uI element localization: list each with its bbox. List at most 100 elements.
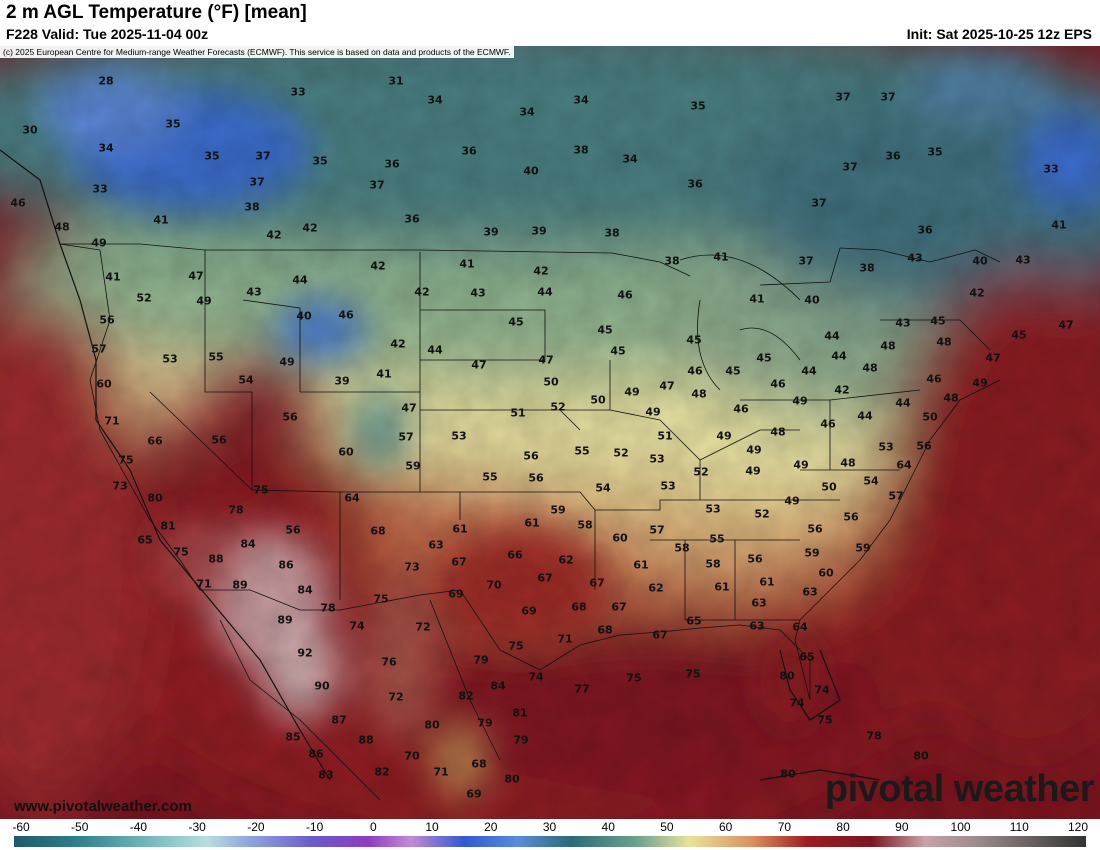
temperature-value: 67 (611, 600, 627, 614)
temperature-value: 49 (793, 458, 809, 472)
temperature-value: 49 (746, 443, 762, 457)
temperature-value: 33 (92, 182, 108, 196)
temperature-value: 84 (240, 537, 256, 551)
legend-tick-label: 20 (484, 820, 498, 834)
temperature-value: 70 (486, 578, 502, 592)
temperature-value: 80 (779, 669, 795, 683)
temperature-value: 35 (927, 145, 943, 159)
temperature-value: 42 (390, 337, 406, 351)
temperature-value: 48 (880, 339, 896, 353)
temperature-value: 43 (895, 316, 911, 330)
temperature-value: 39 (334, 374, 350, 388)
temperature-value: 48 (691, 387, 707, 401)
temperature-value: 71 (433, 765, 449, 779)
temperature-value: 71 (104, 414, 120, 428)
temperature-value: 74 (789, 696, 805, 710)
temperature-value: 75 (817, 713, 833, 727)
temperature-value: 48 (936, 335, 952, 349)
temperature-value: 37 (798, 254, 814, 268)
temperature-value: 30 (22, 123, 38, 137)
temperature-value: 82 (374, 765, 390, 779)
temperature-value: 34 (427, 93, 443, 107)
temperature-value: 54 (238, 373, 254, 387)
temperature-value: 48 (943, 391, 959, 405)
temperature-value: 41 (459, 257, 475, 271)
temperature-value: 44 (824, 329, 840, 343)
temperature-value: 42 (302, 221, 318, 235)
temperature-value: 56 (282, 410, 298, 424)
temperature-value: 59 (855, 541, 871, 555)
temperature-value: 55 (709, 532, 725, 546)
legend-tick-label: -40 (129, 820, 148, 834)
temperature-value: 28 (98, 74, 114, 88)
temperature-value: 34 (622, 152, 638, 166)
temperature-value: 86 (278, 558, 294, 572)
website-url[interactable]: www.pivotalweather.com (14, 798, 192, 815)
state-borders (59, 243, 1001, 801)
temperature-value: 79 (473, 653, 489, 667)
legend-tick-label: 120 (1067, 820, 1089, 834)
temperature-value: 74 (528, 670, 544, 684)
temperature-value: 36 (917, 223, 933, 237)
temperature-value: 49 (784, 494, 800, 508)
temperature-value: 31 (388, 74, 404, 88)
temperature-value: 80 (504, 772, 520, 786)
temperature-value: 47 (985, 351, 1001, 365)
temperature-value: 78 (866, 729, 882, 743)
temperature-value: 51 (657, 429, 673, 443)
temperature-value: 35 (165, 117, 181, 131)
temperature-value: 76 (381, 655, 397, 669)
temperature-value: 63 (428, 538, 444, 552)
legend-tick-label: -50 (71, 820, 89, 834)
temperature-value: 73 (404, 560, 420, 574)
temperature-value: 59 (405, 459, 421, 473)
temperature-value: 61 (714, 580, 730, 594)
temperature-value: 55 (482, 470, 498, 484)
valid-time: F228 Valid: Tue 2025-11-04 00z (6, 26, 209, 42)
temperature-value: 39 (531, 224, 547, 238)
temperature-value: 69 (521, 604, 537, 618)
temperature-value: 52 (550, 400, 566, 414)
temperature-value: 39 (483, 225, 499, 239)
temperature-value: 47 (401, 401, 417, 415)
legend-tick-label: -60 (12, 820, 30, 834)
temperature-value: 80 (780, 767, 796, 781)
temperature-value: 43 (1015, 253, 1031, 267)
temperature-value: 45 (1011, 328, 1027, 342)
temperature-value: 79 (513, 733, 529, 747)
temperature-value: 41 (1051, 218, 1067, 232)
temperature-value: 53 (649, 452, 665, 466)
temperature-value: 50 (590, 393, 606, 407)
temperature-value: 36 (687, 177, 703, 191)
temperature-value: 46 (733, 402, 749, 416)
temperature-value: 47 (188, 269, 204, 283)
temperature-value: 50 (922, 410, 938, 424)
temperature-value: 49 (196, 294, 212, 308)
legend-tick-label: 30 (542, 820, 557, 834)
temperature-value: 56 (807, 522, 823, 536)
temperature-value: 48 (770, 425, 786, 439)
temperature-value: 45 (930, 314, 946, 328)
temperature-value: 89 (277, 613, 293, 627)
temperature-value: 80 (424, 718, 440, 732)
temperature-value: 82 (458, 689, 474, 703)
temperature-value: 49 (624, 385, 640, 399)
temperature-value: 38 (573, 143, 589, 157)
temperature-value: 67 (652, 628, 668, 642)
temperature-value: 71 (196, 577, 212, 591)
temperature-value: 74 (814, 683, 830, 697)
temperature-value: 52 (693, 465, 709, 479)
temperature-value: 40 (804, 293, 820, 307)
temperature-value: 44 (427, 343, 443, 357)
temperature-value: 65 (686, 614, 702, 628)
temperature-value: 62 (558, 553, 574, 567)
temperature-value: 49 (792, 394, 808, 408)
temperature-field (0, 46, 1100, 819)
temperature-value: 38 (859, 261, 875, 275)
temperature-value: 75 (373, 592, 389, 606)
brand-logo: pivotal weather (824, 768, 1095, 810)
temperature-value: 64 (896, 458, 912, 472)
legend-tick-label: 0 (369, 820, 377, 834)
temperature-value: 56 (916, 439, 932, 453)
temperature-value: 56 (747, 552, 763, 566)
